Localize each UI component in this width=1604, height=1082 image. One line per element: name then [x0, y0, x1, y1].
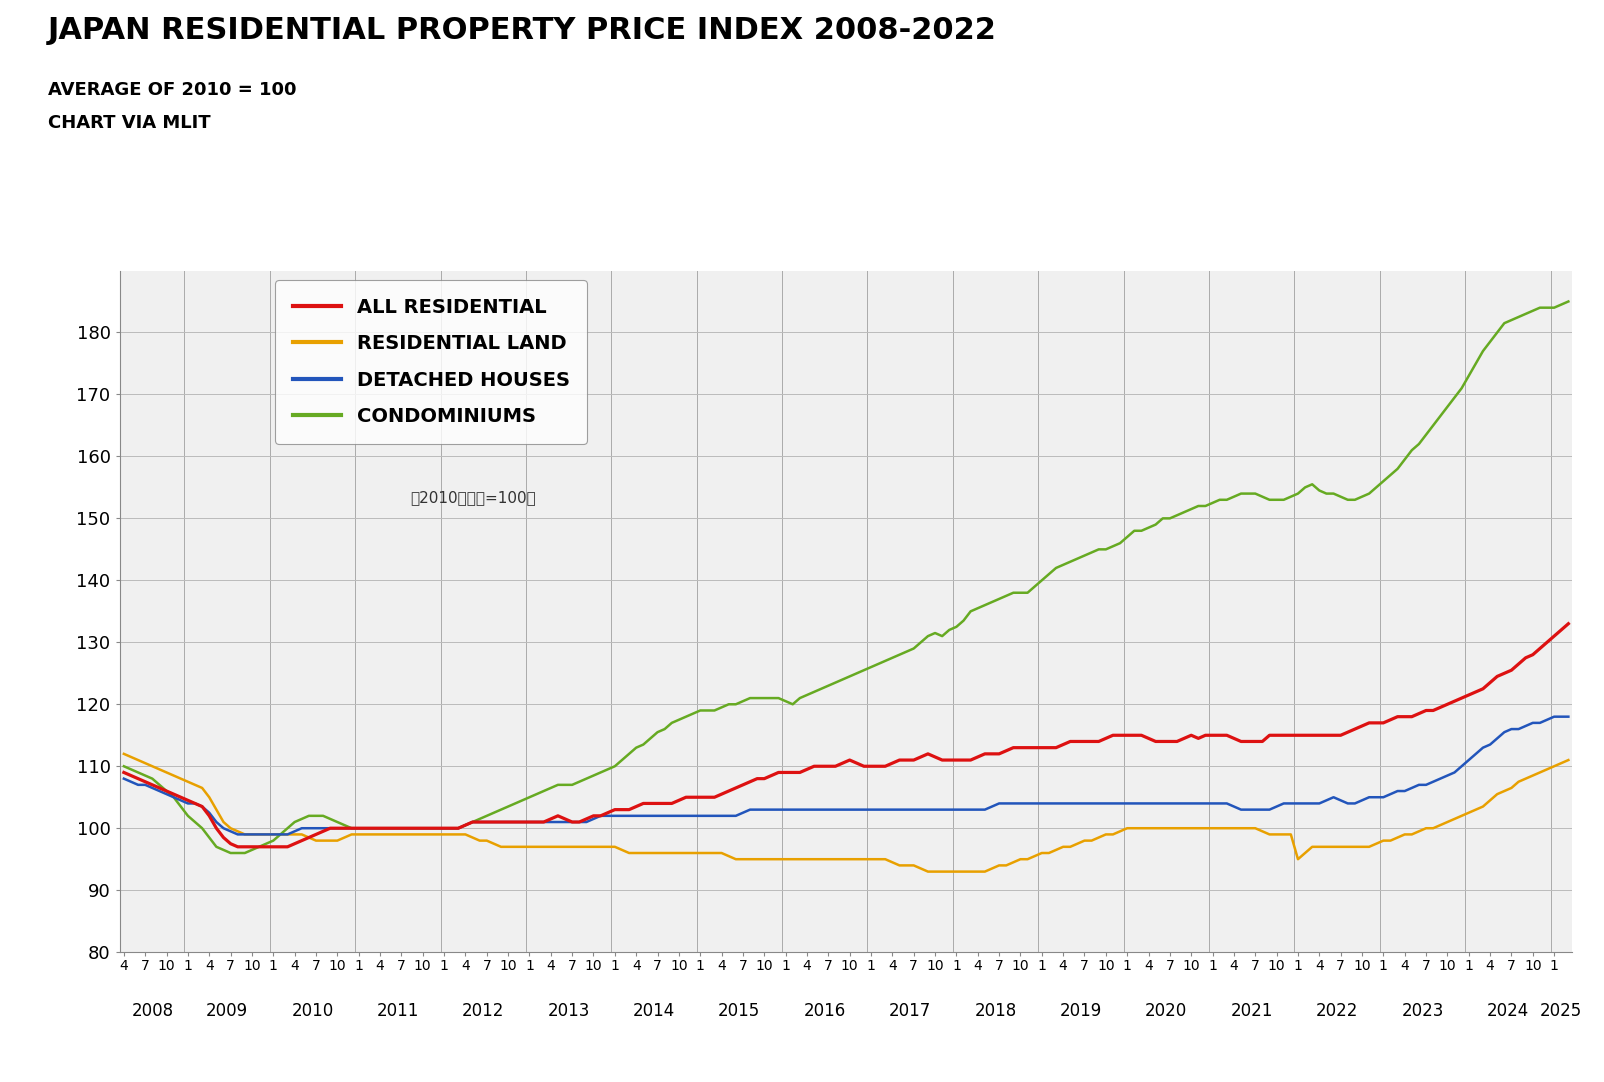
Text: AVERAGE OF 2010 = 100: AVERAGE OF 2010 = 100 — [48, 81, 297, 100]
Legend: ALL RESIDENTIAL, RESIDENTIAL LAND, DETACHED HOUSES, CONDOMINIUMS: ALL RESIDENTIAL, RESIDENTIAL LAND, DETAC… — [276, 280, 587, 444]
Text: （2010年平均=100）: （2010年平均=100） — [411, 490, 536, 504]
Text: CHART VIA MLIT: CHART VIA MLIT — [48, 114, 210, 132]
Text: JAPAN RESIDENTIAL PROPERTY PRICE INDEX 2008-2022: JAPAN RESIDENTIAL PROPERTY PRICE INDEX 2… — [48, 16, 998, 45]
